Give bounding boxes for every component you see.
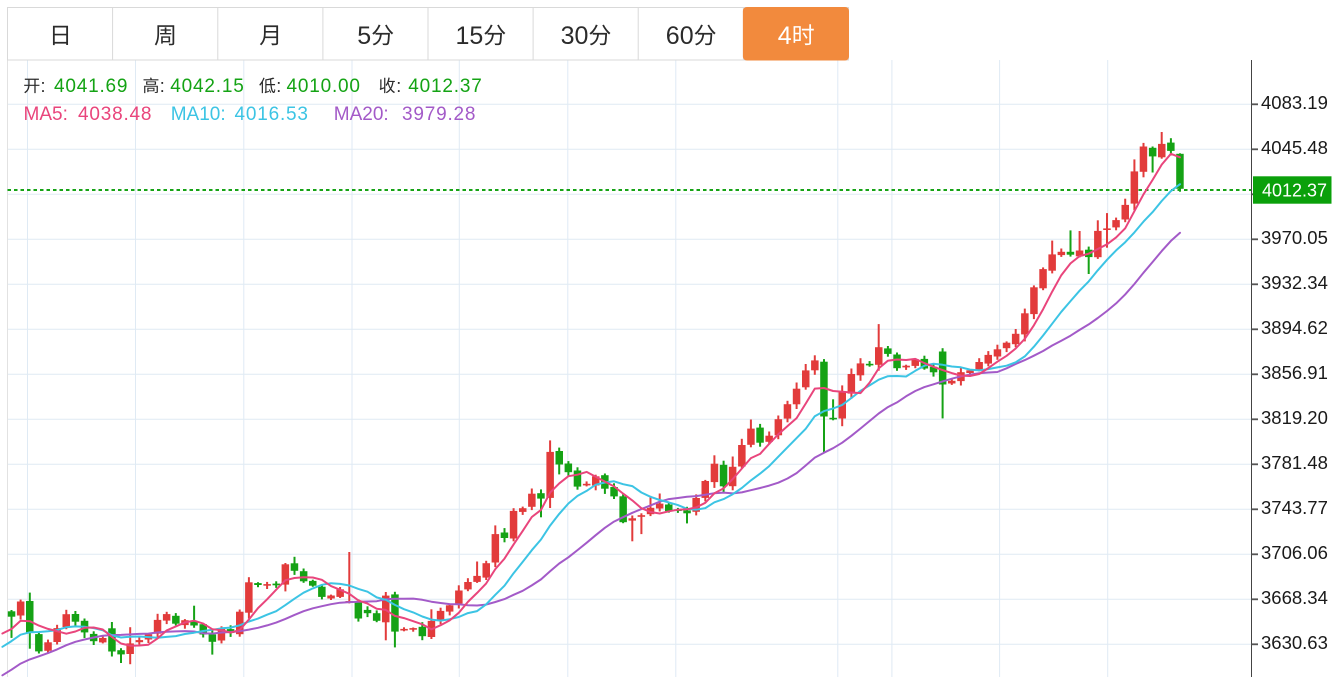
svg-text:3819.20: 3819.20 (1261, 407, 1328, 428)
svg-text:4012.37: 4012.37 (1262, 180, 1327, 200)
svg-text:4012.37: 4012.37 (408, 76, 482, 97)
svg-text:3781.48: 3781.48 (1261, 452, 1328, 473)
svg-text:3856.91: 3856.91 (1261, 362, 1328, 383)
svg-text:3970.05: 3970.05 (1261, 227, 1328, 248)
svg-text:4045.48: 4045.48 (1261, 137, 1328, 158)
svg-text:4083.19: 4083.19 (1261, 92, 1328, 113)
svg-text:3706.06: 3706.06 (1261, 542, 1328, 563)
svg-text:4: 4 (778, 22, 792, 50)
svg-text:4016.53: 4016.53 (235, 104, 309, 125)
svg-text::: : (396, 76, 401, 96)
svg-text:60: 60 (666, 22, 694, 50)
svg-text:15: 15 (456, 22, 484, 50)
svg-text:3894.62: 3894.62 (1261, 317, 1328, 338)
svg-text:MA5:: MA5: (24, 104, 68, 125)
svg-text::: : (41, 76, 46, 96)
svg-text:4042.15: 4042.15 (170, 76, 244, 97)
svg-text::: : (160, 76, 165, 96)
svg-text:3630.63: 3630.63 (1261, 632, 1328, 653)
svg-text:3668.34: 3668.34 (1261, 587, 1328, 608)
svg-text:4010.00: 4010.00 (287, 76, 361, 97)
svg-text:MA20:: MA20: (334, 104, 389, 125)
svg-text:30: 30 (561, 22, 589, 50)
svg-text:3932.34: 3932.34 (1261, 272, 1328, 293)
svg-text:5: 5 (357, 22, 371, 50)
svg-text:3979.28: 3979.28 (402, 104, 476, 125)
svg-text:3743.77: 3743.77 (1261, 497, 1328, 518)
svg-text:MA10:: MA10: (171, 104, 226, 125)
svg-text::: : (276, 76, 281, 96)
svg-text:4038.48: 4038.48 (78, 104, 152, 125)
svg-text:4041.69: 4041.69 (54, 76, 128, 97)
